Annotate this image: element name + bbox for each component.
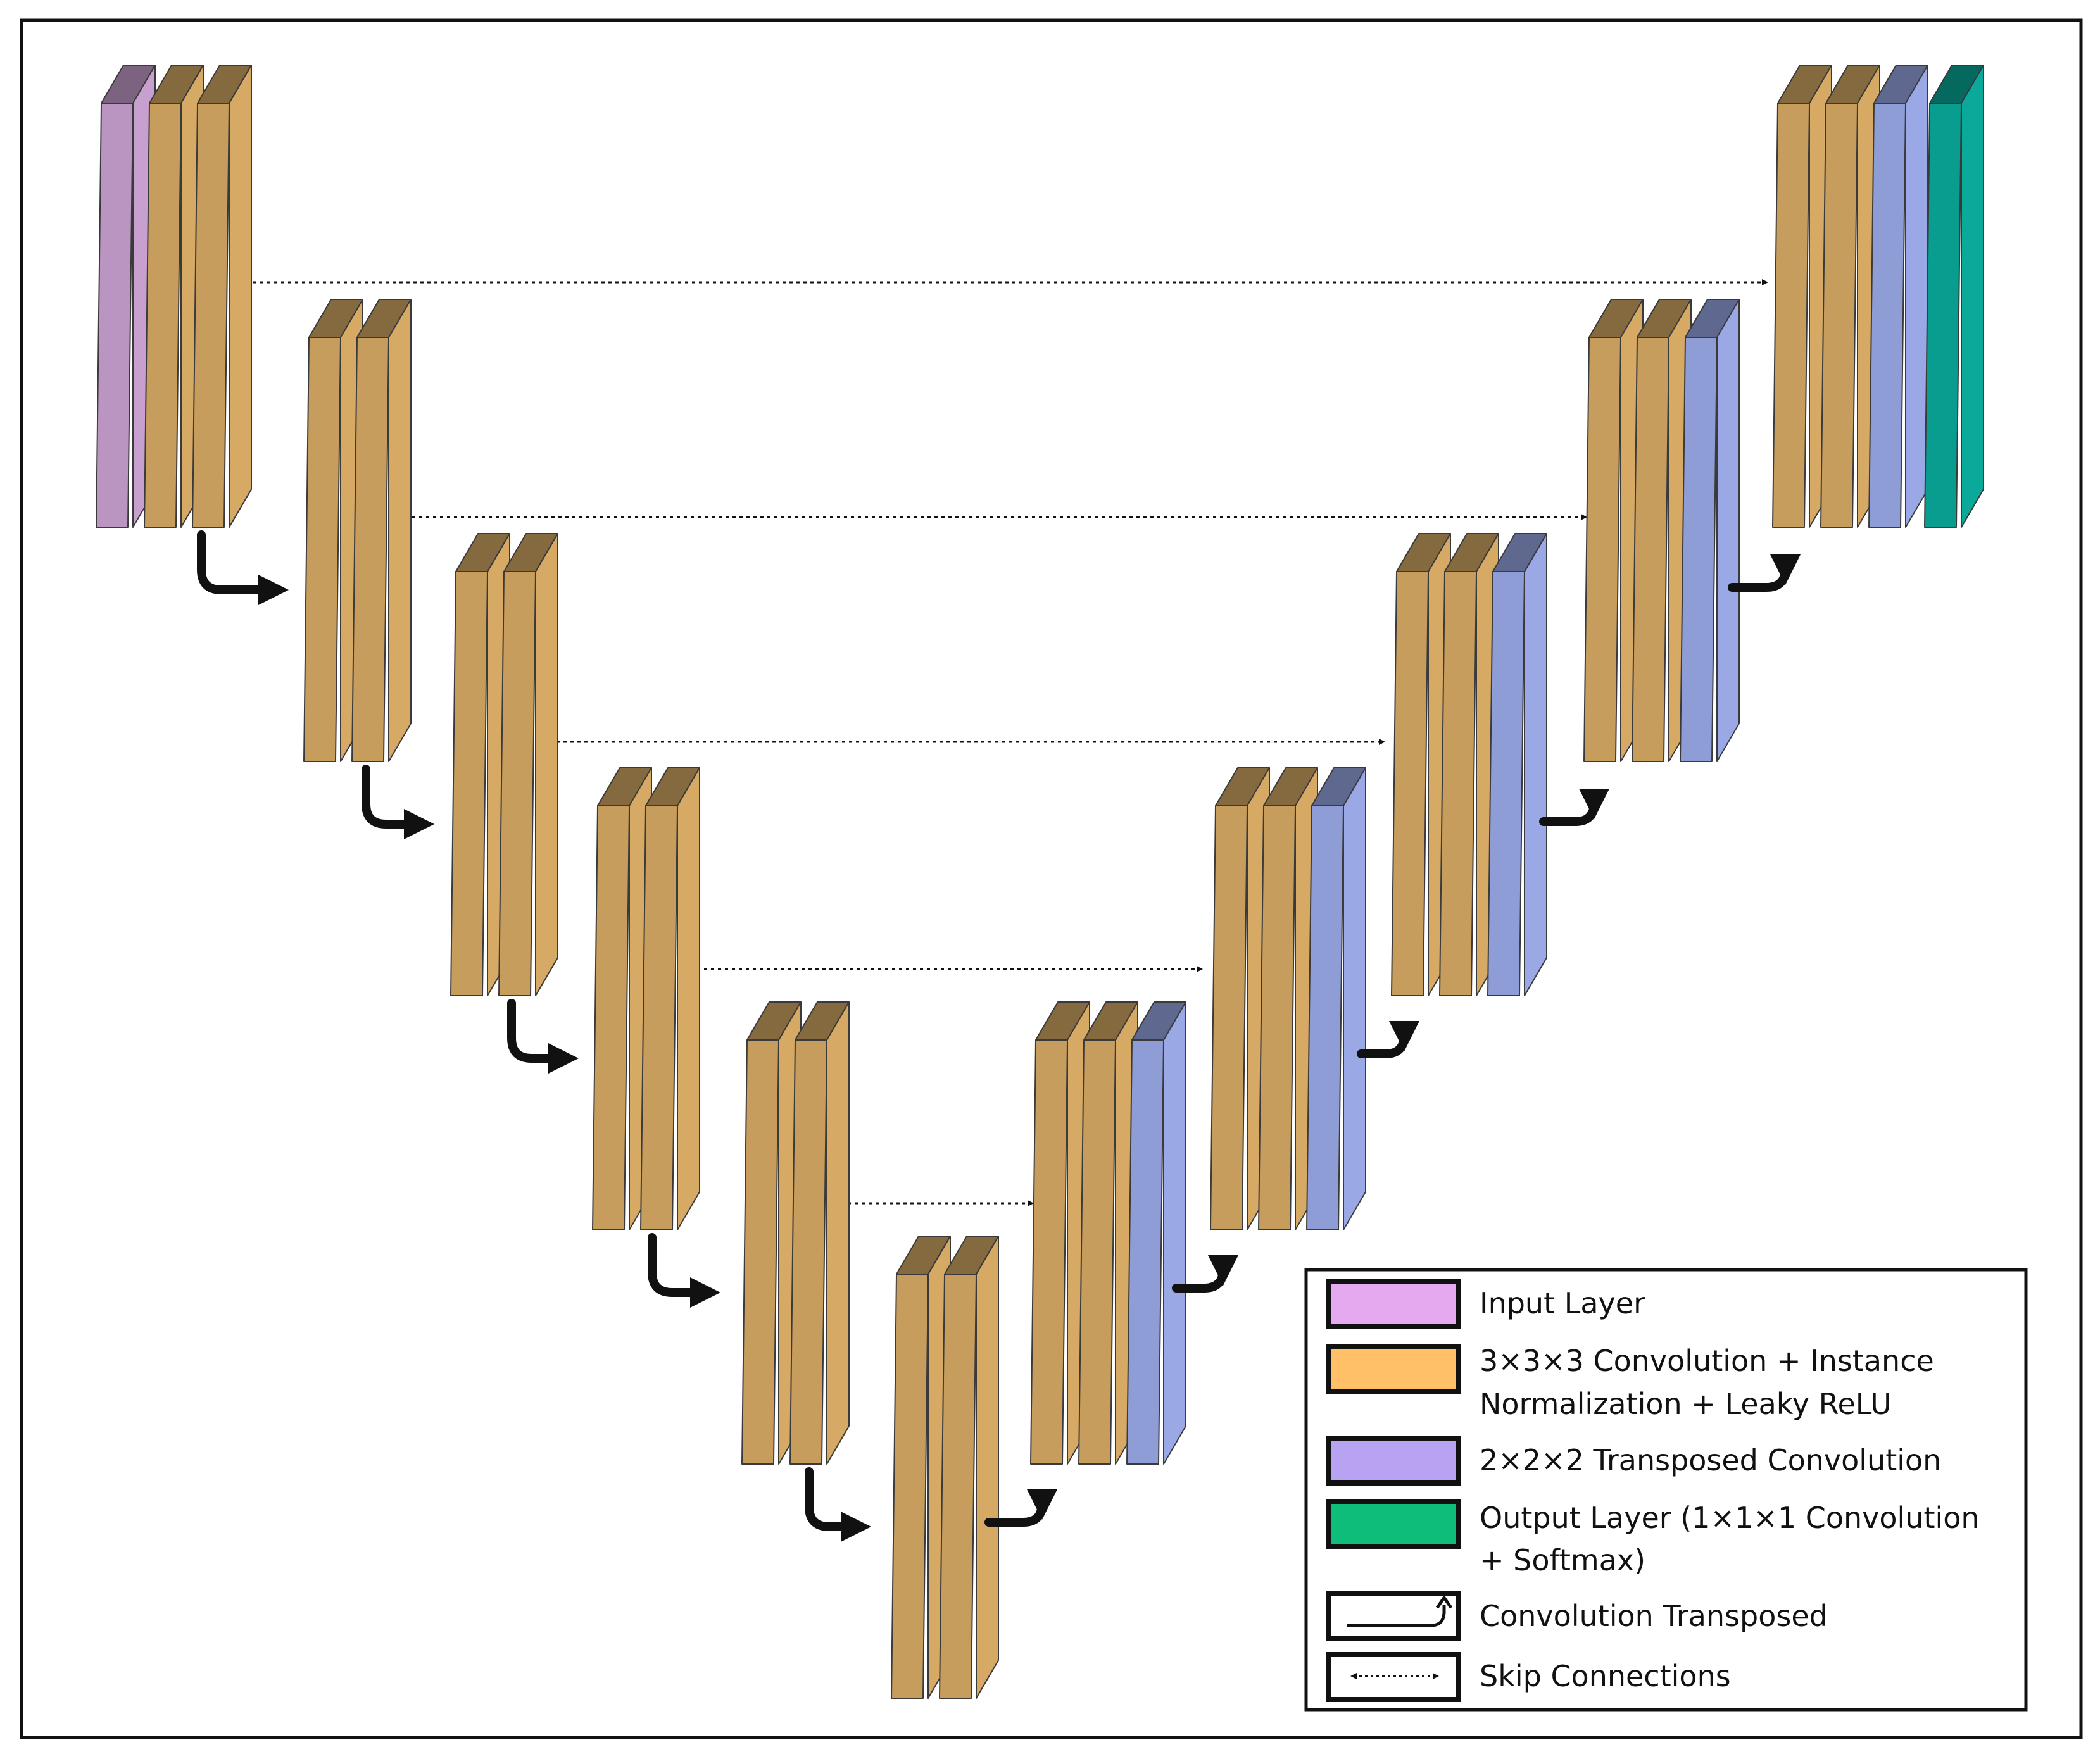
upsample-arrow-3 (1357, 1021, 1419, 1058)
legend-label-output-2: + Softmax) (1480, 1543, 1645, 1577)
upsample-arrow-5 (1728, 554, 1801, 592)
network-blocks (96, 65, 1984, 1699)
upsample-arrow-1 (984, 1489, 1057, 1527)
legend: Input Layer 3×3×3 Convolution + Instance… (1304, 1268, 2028, 1712)
downsample-arrow-4 (648, 1233, 720, 1308)
legend-swatch-input (1326, 1279, 1461, 1329)
downsample-arrow-2 (362, 765, 434, 839)
legend-label-skip: Skip Connections (1480, 1659, 1731, 1693)
encoder-5-conv-slab-2 (789, 1001, 850, 1465)
encoder-1-conv-slab-3 (192, 65, 252, 528)
legend-label-output-1: Output Layer (1×1×1 Convolution (1480, 1501, 1980, 1535)
encoder-4-conv-slab-2 (640, 767, 700, 1230)
legend-label-input: Input Layer (1480, 1286, 1645, 1320)
upsample-arrow-2 (1172, 1255, 1238, 1293)
legend-swatch-transposed (1326, 1436, 1461, 1486)
downsample-arrow-5 (805, 1467, 871, 1542)
skip-connections (236, 279, 1768, 1206)
decoder-2-transposed-slab (1306, 767, 1366, 1230)
outer-frame (20, 18, 2083, 1739)
encoder-2-conv-slab-2 (351, 299, 412, 762)
legend-box (1304, 1268, 2028, 1712)
legend-label-conv-2: Normalization + Leaky ReLU (1480, 1387, 1892, 1421)
decoder-5-transposed-slab (1868, 65, 1928, 528)
decoder-4-transposed-slab (1680, 299, 1740, 762)
downsample-arrow-3 (507, 999, 579, 1074)
legend-swatch-conv-transposed (1326, 1591, 1461, 1641)
legend-swatch-output (1326, 1499, 1461, 1549)
decoder-3-transposed-slab (1487, 533, 1547, 996)
decoder-1-transposed-slab (1126, 1001, 1186, 1465)
upsample-arrow-4 (1539, 789, 1609, 826)
legend-label-transposed: 2×2×2 Transposed Convolution (1480, 1443, 1941, 1477)
legend-swatch-conv (1326, 1344, 1461, 1394)
legend-conv-transposed-icon (1347, 1605, 1446, 1627)
encoder-6-conv-slab-2 (939, 1236, 999, 1699)
legend-label-conv-1: 3×3×3 Convolution + Instance (1480, 1344, 1934, 1378)
output-layer-slab (1924, 65, 1984, 528)
flow-arrows (197, 530, 1801, 1542)
encoder-3-conv-slab-2 (498, 533, 558, 996)
legend-label-conv-transposed: Convolution Transposed (1480, 1599, 1828, 1633)
downsample-arrow-1 (197, 530, 289, 605)
